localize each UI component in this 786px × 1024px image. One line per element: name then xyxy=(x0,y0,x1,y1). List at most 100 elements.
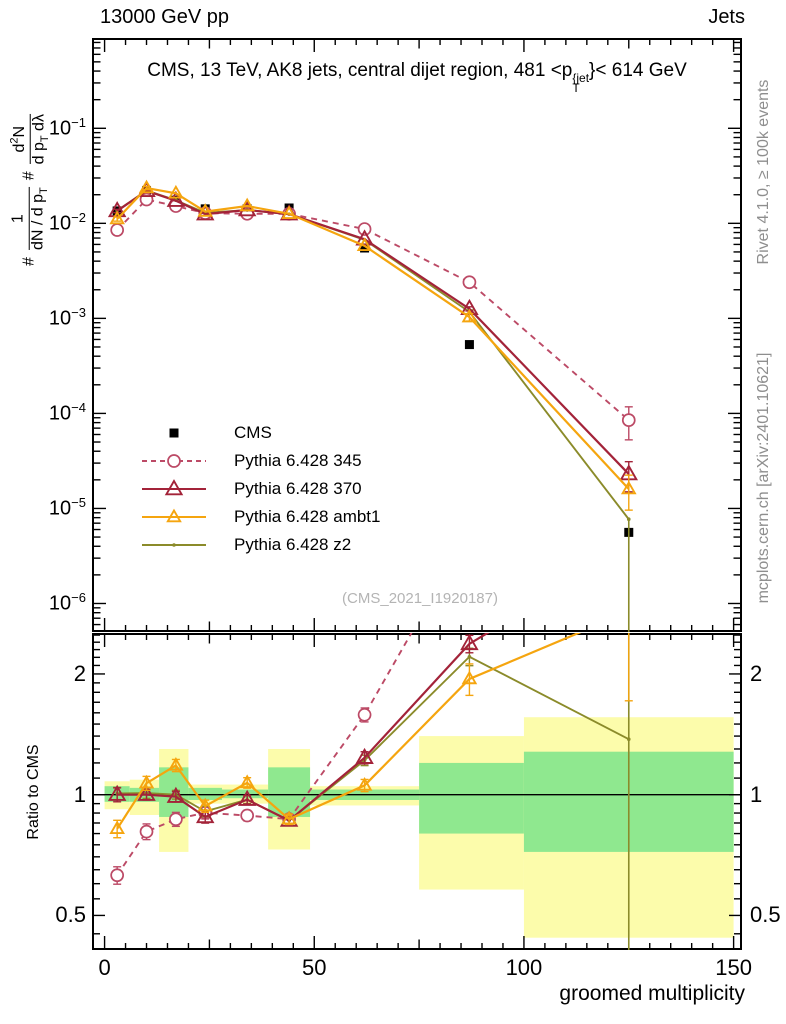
marker-triangle xyxy=(166,786,186,803)
series-line xyxy=(116,198,630,421)
ratio-plot-canvas xyxy=(92,633,742,950)
marker-triangle xyxy=(107,201,127,218)
marker-triangle xyxy=(164,479,184,496)
legend-label: Pythia 6.428 ambt1 xyxy=(234,507,381,526)
marker-circle xyxy=(621,413,636,427)
legend-item: Pythia 6.428 370 xyxy=(140,475,380,503)
marker-circle xyxy=(110,868,125,883)
marker-square xyxy=(464,340,474,350)
x-axis-tick-label: 150 xyxy=(715,955,752,980)
marker-circle xyxy=(139,824,154,839)
marker-circle xyxy=(110,223,125,237)
ratio-tick-label: 0.5 xyxy=(750,902,781,928)
marker-triangle xyxy=(168,757,184,771)
marker-square xyxy=(169,428,179,438)
y-axis-tick-label: 10−5 xyxy=(48,495,86,521)
marker-triangle xyxy=(356,237,373,252)
marker-triangle xyxy=(168,184,184,199)
marker-triangle xyxy=(239,774,255,789)
legend-item: Pythia 6.428 ambt1 xyxy=(140,503,380,531)
ratio-tick-label: 2 xyxy=(73,660,86,686)
legend-label: Pythia 6.428 z2 xyxy=(234,535,352,554)
ratio-tick-label: 1 xyxy=(750,781,763,807)
legend: CMS Pythia 6.428 345 Pythia 6.428 370 Pythi… xyxy=(140,419,380,559)
marker-triangle xyxy=(237,789,257,806)
legend-sample xyxy=(142,479,206,496)
marker-triangle xyxy=(197,797,214,812)
legend-sample xyxy=(142,454,206,468)
marker-triangle xyxy=(460,633,479,651)
ratio-tick-label: 1 xyxy=(73,781,86,807)
marker-triangle xyxy=(355,747,374,764)
marker-circle xyxy=(240,808,255,823)
legend-sample xyxy=(142,543,206,547)
marker-triangle xyxy=(166,190,186,207)
marker-triangle xyxy=(239,197,255,212)
marker-dot xyxy=(172,543,176,547)
marker-triangle xyxy=(166,508,182,523)
marker-circle xyxy=(169,812,183,827)
legend-item: Pythia 6.428 345 xyxy=(140,447,380,475)
ratio-tick-label: 0.5 xyxy=(55,902,86,928)
marker-circle xyxy=(167,454,181,468)
y-axis-tick-label: 10−6 xyxy=(48,590,86,616)
marker-dot xyxy=(467,654,472,659)
main-plot-canvas xyxy=(92,38,742,632)
marker-triangle xyxy=(461,670,478,685)
marker-triangle xyxy=(281,205,297,220)
marker-square xyxy=(360,243,370,253)
marker-triangle xyxy=(355,229,374,246)
marker-triangle xyxy=(138,179,155,194)
marker-triangle xyxy=(461,308,478,323)
uncertainty-band-green xyxy=(188,787,222,800)
legend-sample xyxy=(142,508,206,523)
rivet-version-note: Rivet 4.1.0, ≥ 100k events xyxy=(755,79,772,265)
y-axis-tick-label: 10−1 xyxy=(48,115,86,140)
marker-triangle xyxy=(107,784,127,801)
marker-triangle xyxy=(356,777,373,791)
legend-label: CMS xyxy=(234,423,272,442)
plot-title-text: CMS, 13 TeV, AK8 jets, central dijet reg… xyxy=(147,60,573,81)
process-label: Jets xyxy=(708,6,745,28)
legend-item: CMS xyxy=(140,419,380,447)
y-axis-tick-label: 10−3 xyxy=(48,305,86,331)
marker-dot xyxy=(626,737,631,742)
marker-triangle xyxy=(137,784,156,801)
main-plot-panel xyxy=(92,38,742,632)
legend-label: Pythia 6.428 370 xyxy=(234,479,362,498)
beam-energy-label: 13000 GeV pp xyxy=(100,6,229,28)
x-axis-tick-label: 0 xyxy=(98,955,111,980)
x-axis-tick-label: 100 xyxy=(505,955,543,980)
marker-triangle xyxy=(138,774,155,789)
hash-symbol: # xyxy=(20,171,38,181)
marker-triangle xyxy=(237,200,257,217)
y-axis-tick-label: 10−4 xyxy=(48,400,86,426)
analysis-id-watermark: (CMS_2021_I1920187) xyxy=(342,590,498,607)
legend-item: Pythia 6.428 z2 xyxy=(140,531,380,559)
series-line xyxy=(116,186,630,490)
uncertainty-band-green xyxy=(419,762,524,834)
marker-triangle xyxy=(197,203,214,217)
y-axis-tick-label: 10−2 xyxy=(48,210,86,235)
marker-circle xyxy=(357,707,372,722)
ratio-tick-label: 2 xyxy=(750,660,763,686)
panel-frame xyxy=(92,633,742,950)
marker-triangle xyxy=(281,810,297,825)
marker-triangle xyxy=(109,820,125,835)
marker-circle xyxy=(357,222,372,236)
legend-sample xyxy=(169,428,179,438)
x-axis-label: groomed multiplicity xyxy=(559,982,745,1005)
marker-circle xyxy=(462,275,477,290)
marker-dot xyxy=(626,517,631,522)
ratio-plot-panel xyxy=(92,633,742,950)
x-axis-tick-label: 50 xyxy=(302,955,327,980)
plot-title: CMS, 13 TeV, AK8 jets, central dijet reg… xyxy=(147,60,687,95)
plot-title-supsub: {jet T xyxy=(572,71,590,95)
marker-triangle xyxy=(109,210,125,225)
legend-label: Pythia 6.428 345 xyxy=(234,451,362,470)
marker-triangle xyxy=(195,806,215,824)
marker-triangle xyxy=(620,480,637,495)
hash-symbol: # xyxy=(20,257,38,266)
panel-frame xyxy=(92,38,742,632)
